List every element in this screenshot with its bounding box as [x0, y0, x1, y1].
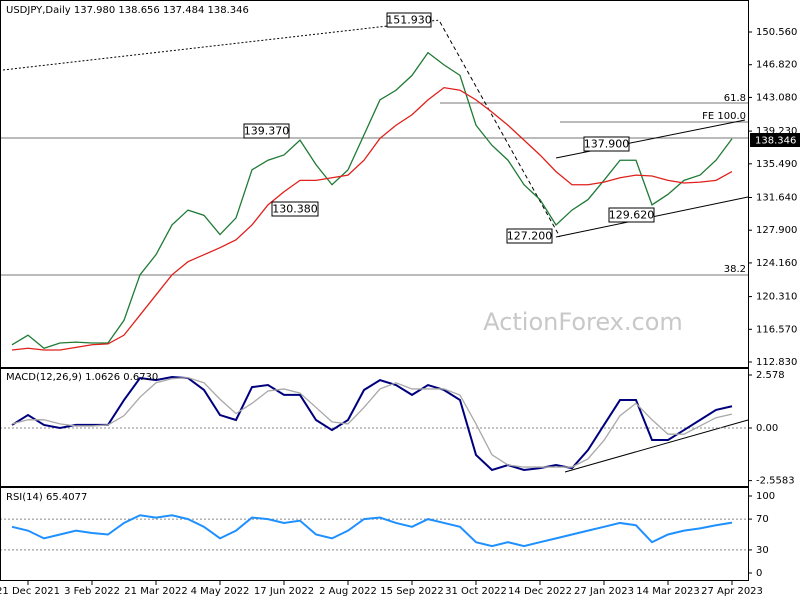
x-tick-label: 2 Aug 2022 [319, 586, 377, 597]
panel-border [0, 368, 749, 487]
y-tick-label: 70 [756, 514, 769, 525]
y-tick-label: 2.578 [756, 370, 785, 381]
trend-line [2, 19, 441, 71]
y-tick-label: 30 [756, 545, 769, 556]
series-layer [0, 51, 748, 551]
y-tick-label: 0 [756, 568, 762, 579]
annotation-box [583, 136, 630, 152]
annotation: 127.200 [507, 230, 553, 243]
trend-line [564, 419, 749, 473]
panel-border [0, 487, 749, 581]
trend-line [439, 21, 561, 238]
y-tick-label: 100 [756, 491, 775, 502]
panel-title: MACD(12,26,9) 1.0626 0.6730 [6, 372, 158, 383]
annotation: 129.620 [609, 209, 655, 222]
y-tick-label: 131.640 [756, 192, 797, 203]
y-tick-label: 139.230 [756, 126, 797, 137]
fib-label: 38.2 [724, 264, 746, 275]
series-line [11, 514, 733, 548]
fib-label: 61.8 [724, 93, 746, 104]
annotation-box [506, 228, 553, 244]
x-tick-label: 17 Jun 2022 [254, 586, 314, 597]
y-tick-label: 143.080 [756, 92, 797, 103]
panel-title: RSI(14) 65.4077 [6, 492, 87, 503]
price-box [750, 133, 800, 147]
annotation-box [271, 201, 319, 217]
series-line [11, 376, 733, 472]
y-tick-label: 116.570 [756, 324, 797, 335]
x-tick-label: 27 Jan 2023 [574, 586, 634, 597]
y-tick-label: 0.00 [756, 423, 778, 434]
channel-line [555, 119, 746, 159]
x-tick-label: 15 Sep 2022 [380, 586, 443, 597]
annotation: 137.900 [584, 138, 630, 151]
x-tick-label: 14 Mar 2023 [636, 586, 699, 597]
annotation-box [243, 123, 290, 139]
x-tick-label: 14 Dec 2022 [508, 586, 572, 597]
price-label: 138.346 [755, 136, 796, 147]
y-tick-label: 120.310 [756, 292, 797, 303]
series-line [11, 86, 733, 351]
y-tick-label: 146.820 [756, 60, 797, 71]
x-tick-label: 21 Mar 2022 [124, 586, 187, 597]
y-tick-label: 150.560 [756, 27, 797, 38]
annotation: 139.370 [244, 125, 290, 138]
panel-border [0, 0, 749, 368]
panel-title: USDJPY,Daily 137.980 138.656 137.484 138… [6, 5, 249, 16]
x-tick-label: 4 May 2022 [191, 586, 250, 597]
y-tick-label: 124.160 [756, 258, 797, 269]
x-tick-label: 21 Dec 2021 [0, 586, 60, 597]
x-tick-label: 3 Feb 2022 [64, 586, 120, 597]
annotation-box [608, 207, 655, 223]
fe-label: FE 100.0 [702, 111, 746, 122]
annotation: 151.930 [386, 14, 432, 27]
annotation: 130.380 [272, 203, 318, 216]
y-tick-label: -2.5583 [756, 476, 795, 487]
y-tick-label: 127.900 [756, 225, 797, 236]
series-line [11, 376, 733, 468]
x-tick-label: 31 Oct 2022 [445, 586, 507, 597]
y-tick-label: 112.830 [756, 357, 797, 368]
y-tick-label: 135.490 [756, 159, 797, 170]
series-line [11, 51, 733, 350]
x-tick-label: 27 Apr 2023 [701, 586, 763, 597]
watermark: ActionForex.com [483, 308, 683, 336]
annotation-box [386, 12, 432, 28]
